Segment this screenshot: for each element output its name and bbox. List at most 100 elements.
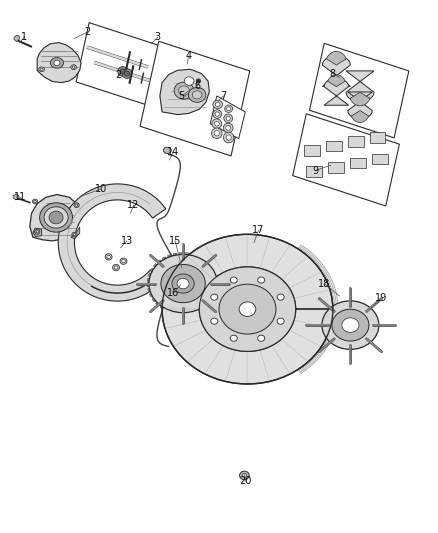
Ellipse shape (118, 67, 127, 76)
Polygon shape (179, 253, 183, 254)
Polygon shape (211, 265, 214, 269)
Ellipse shape (226, 126, 230, 131)
Ellipse shape (39, 203, 73, 232)
Ellipse shape (34, 200, 36, 203)
Polygon shape (14, 35, 19, 42)
Ellipse shape (49, 211, 63, 224)
Ellipse shape (242, 474, 247, 478)
Ellipse shape (277, 294, 284, 300)
Text: 1: 1 (21, 33, 27, 42)
Ellipse shape (223, 123, 233, 133)
Polygon shape (372, 154, 388, 164)
Polygon shape (306, 166, 322, 177)
Polygon shape (76, 23, 167, 107)
Text: 2: 2 (115, 70, 121, 79)
Ellipse shape (322, 301, 379, 350)
Ellipse shape (215, 122, 219, 126)
Polygon shape (310, 43, 409, 138)
Polygon shape (326, 52, 346, 65)
Polygon shape (183, 313, 187, 314)
Polygon shape (160, 69, 209, 115)
Polygon shape (152, 298, 155, 302)
Ellipse shape (188, 87, 206, 102)
Polygon shape (197, 255, 201, 258)
Polygon shape (191, 254, 195, 256)
Polygon shape (189, 312, 193, 314)
Polygon shape (304, 145, 320, 156)
Ellipse shape (122, 260, 125, 263)
Ellipse shape (192, 91, 202, 99)
Polygon shape (173, 253, 177, 255)
Polygon shape (155, 303, 159, 306)
Polygon shape (37, 43, 81, 83)
Ellipse shape (120, 258, 127, 264)
Ellipse shape (54, 60, 60, 66)
Ellipse shape (332, 309, 369, 341)
Ellipse shape (224, 114, 233, 123)
Polygon shape (71, 227, 80, 239)
Ellipse shape (50, 58, 64, 68)
Text: 4: 4 (185, 51, 191, 61)
Polygon shape (147, 284, 149, 287)
Text: 16: 16 (167, 288, 179, 298)
Text: 7: 7 (220, 91, 226, 101)
Text: 9: 9 (312, 166, 318, 175)
Ellipse shape (124, 71, 130, 76)
Polygon shape (140, 41, 250, 156)
Ellipse shape (74, 203, 79, 207)
Ellipse shape (212, 128, 222, 139)
Polygon shape (147, 278, 149, 281)
Polygon shape (153, 264, 157, 267)
Polygon shape (202, 258, 206, 261)
Polygon shape (171, 311, 175, 313)
Ellipse shape (226, 116, 230, 120)
Ellipse shape (39, 67, 45, 72)
Polygon shape (328, 75, 345, 87)
Text: 8: 8 (330, 69, 336, 78)
Ellipse shape (277, 318, 284, 324)
Polygon shape (350, 92, 370, 106)
Polygon shape (351, 110, 369, 123)
Ellipse shape (214, 131, 219, 136)
Ellipse shape (223, 132, 234, 143)
Polygon shape (293, 114, 399, 206)
Ellipse shape (72, 232, 77, 237)
Ellipse shape (213, 100, 223, 109)
Polygon shape (326, 141, 342, 151)
Ellipse shape (114, 266, 118, 269)
Ellipse shape (71, 65, 76, 70)
Polygon shape (162, 235, 333, 384)
Ellipse shape (177, 278, 189, 289)
Text: 19: 19 (375, 294, 387, 303)
Polygon shape (348, 92, 372, 119)
Polygon shape (324, 78, 349, 106)
Ellipse shape (342, 318, 359, 333)
Polygon shape (177, 313, 181, 314)
Ellipse shape (179, 86, 189, 95)
Polygon shape (322, 55, 350, 86)
Text: 5: 5 (179, 91, 185, 101)
Ellipse shape (113, 264, 120, 271)
Ellipse shape (227, 107, 230, 110)
Polygon shape (149, 294, 152, 297)
Ellipse shape (161, 264, 205, 303)
Polygon shape (348, 136, 364, 147)
Polygon shape (207, 261, 211, 264)
Ellipse shape (199, 267, 296, 351)
Text: 6: 6 (194, 82, 200, 91)
Polygon shape (148, 289, 150, 292)
Ellipse shape (230, 335, 237, 341)
Polygon shape (213, 296, 216, 299)
Polygon shape (217, 286, 219, 289)
Ellipse shape (184, 77, 194, 85)
Text: 18: 18 (318, 279, 330, 288)
Polygon shape (157, 260, 161, 263)
Polygon shape (205, 304, 209, 308)
Ellipse shape (120, 69, 125, 74)
Ellipse shape (74, 233, 76, 236)
Ellipse shape (213, 110, 222, 118)
Ellipse shape (258, 277, 265, 283)
Ellipse shape (44, 207, 68, 228)
Polygon shape (162, 257, 166, 260)
Ellipse shape (122, 69, 132, 78)
